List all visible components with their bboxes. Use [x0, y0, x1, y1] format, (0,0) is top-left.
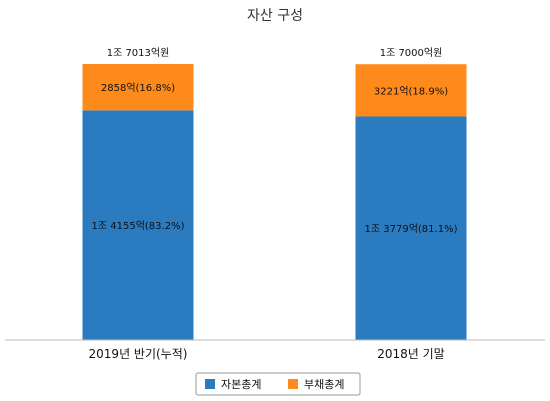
- bars-group: 1조 4155억(83.2%) 2858억(16.8%) 1조 7013억원 2019…: [82, 47, 467, 361]
- bar-segment-equity-1: [82, 110, 194, 340]
- chart-title: 자산 구성: [247, 8, 303, 24]
- legend-box: [195, 372, 361, 396]
- bar-segment-equity-2: [355, 116, 467, 341]
- legend-swatch-equity: [205, 379, 215, 389]
- bar-segment-liabilities-2: [355, 64, 467, 117]
- data-label-equity-1: 1조 4155억(83.2%): [92, 220, 185, 232]
- total-label-2: 1조 7000억원: [380, 47, 443, 59]
- bar-segment-liabilities-1: [82, 64, 194, 111]
- category-label-2: 2018년 기말: [377, 347, 444, 361]
- legend-swatch-liabilities: [288, 379, 298, 389]
- category-label-1: 2019년 반기(누적): [89, 347, 188, 361]
- total-label-1: 1조 7013억원: [107, 47, 170, 59]
- data-label-equity-2: 1조 3779억(81.1%): [365, 223, 458, 235]
- data-label-liabilities-1: 2858억(16.8%): [101, 82, 175, 94]
- legend: 자본총계 부채총계: [195, 372, 361, 396]
- data-label-liabilities-2: 3221억(18.9%): [374, 85, 448, 97]
- legend-label-liabilities: 부채총계: [304, 378, 344, 391]
- legend-label-equity: 자본총계: [221, 378, 261, 391]
